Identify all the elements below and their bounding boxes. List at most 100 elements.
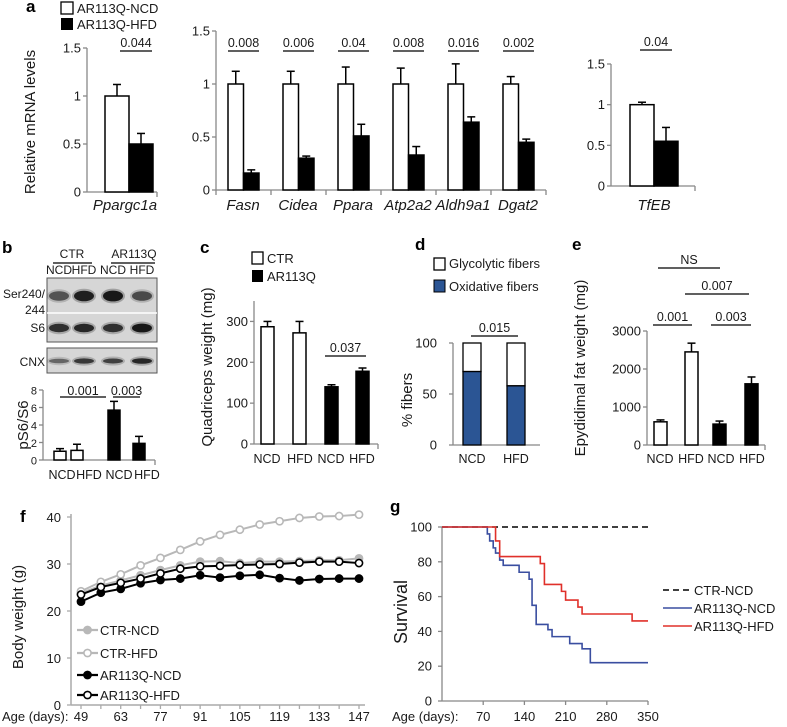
y-tick-label: 100: [410, 520, 432, 535]
point-ar113q-hfd: [156, 569, 165, 578]
y-tick-label: 1: [598, 97, 605, 112]
legend-label: Glycolytic fibers: [449, 256, 541, 271]
bar-series1: [352, 135, 370, 191]
bar-ar113q-hfd: [128, 143, 154, 193]
panel-label-b: b: [2, 238, 12, 257]
x-category-label: Dgat2: [498, 197, 539, 214]
x-axis-title: Age (days):: [392, 709, 458, 724]
point-ar113q-hfd: [136, 574, 145, 583]
x-tick-label: 133: [308, 709, 330, 724]
bar-ar113q: [107, 409, 121, 461]
bar-series0: [447, 83, 465, 191]
p-value-label: 0.003: [111, 384, 142, 398]
blot-band: [103, 358, 123, 364]
point-ctr-hfd: [156, 553, 165, 563]
x-category-label: TfEB: [637, 197, 670, 214]
bar-ar113q: [132, 442, 146, 461]
legend-label: AR113Q-HFD: [77, 17, 157, 32]
point-ar113q-ncd: [354, 574, 364, 583]
blot-row-label: 244: [25, 303, 45, 317]
bar-oxidative-fibers: [506, 385, 526, 446]
x-tick-label: 147: [348, 709, 370, 724]
y-tick-label: 100: [415, 336, 437, 351]
panel-label-c: c: [200, 238, 209, 257]
p-value-label: 0.016: [448, 36, 479, 50]
point-ctr-hfd: [215, 530, 225, 540]
bar-ctr: [292, 332, 307, 445]
bar-glycolytic-fibers: [462, 342, 482, 373]
legend-marker: [83, 648, 92, 658]
point-ar113q-ncd: [175, 574, 185, 583]
point-ar113q-hfd: [354, 558, 364, 568]
point-ar113q-hfd: [334, 557, 344, 567]
point-ctr-hfd: [275, 516, 284, 526]
bar-series0: [282, 83, 300, 191]
x-category-label: Ppara: [333, 197, 373, 214]
blot-group-label: CTR: [60, 247, 85, 261]
y-tick-label: 1: [74, 89, 81, 104]
bar-series1: [462, 121, 480, 191]
survival-curve-ar113q-ncd: [442, 526, 648, 664]
legend-swatch-ar113q: [252, 270, 263, 282]
lane-label: NCD: [46, 263, 72, 277]
survival-curve-ar113q-hfd: [442, 526, 648, 622]
y-tick-label: 3000: [612, 324, 641, 339]
point-ar113q-hfd: [175, 564, 185, 574]
point-ctr-hfd: [314, 512, 324, 521]
bar-glycolytic-fibers: [506, 342, 526, 387]
legend-label: AR113Q: [267, 269, 316, 284]
y-axis-title: Survival: [391, 580, 411, 644]
y-tick-label: 0.5: [63, 137, 81, 152]
x-axis-title: Age (days):: [2, 709, 68, 724]
y-tick-label: 4: [31, 421, 37, 433]
bar-series0: [629, 103, 655, 187]
legend-label: AR113Q-NCD: [100, 668, 181, 683]
p-value-label: 0.044: [120, 36, 151, 50]
point-ar113q-ncd: [235, 571, 245, 581]
x-category-label: NCD: [707, 452, 734, 466]
panel-label-d: d: [415, 235, 425, 254]
bar-series1: [744, 383, 759, 446]
y-tick-label: 50: [423, 387, 437, 402]
legend-marker: [83, 690, 92, 700]
legend-label: AR113Q-HFD: [694, 619, 774, 634]
legend-label: AR113Q-NCD: [694, 601, 775, 616]
x-tick-label: 280: [596, 709, 618, 724]
lane-label: HFD: [72, 263, 97, 277]
blot-band: [74, 358, 94, 364]
lane-label: NCD: [100, 263, 126, 277]
x-category-label: HFD: [134, 468, 160, 482]
point-ar113q-hfd: [116, 578, 126, 588]
p-value-label: 0.001: [657, 310, 688, 324]
x-category-label: HFD: [678, 452, 704, 466]
y-tick-label: 0: [598, 179, 605, 194]
y-tick-label: 0: [634, 438, 641, 453]
y-tick-label: 2: [31, 438, 37, 450]
point-ar113q-ncd: [314, 574, 324, 584]
y-tick-label: 40: [418, 624, 432, 639]
bar-series1: [407, 154, 425, 191]
y-tick-label: 30: [47, 557, 61, 572]
x-category-label: NCD: [458, 452, 485, 466]
y-tick-label: 0: [430, 438, 437, 453]
x-category-label: Fasn: [226, 197, 259, 214]
y-tick-label: 0: [74, 185, 81, 200]
y-tick-label: 0: [203, 183, 210, 198]
point-ar113q-hfd: [275, 559, 284, 569]
bar-series1: [297, 157, 315, 191]
point-ar113q-ncd: [195, 570, 205, 580]
x-category-label: HFD: [287, 452, 313, 466]
y-tick-label: 2000: [612, 362, 641, 377]
y-tick-label: 60: [418, 589, 432, 604]
y-tick-label: 100: [226, 396, 248, 411]
lane-label: HFD: [130, 263, 155, 277]
blot-band: [74, 290, 94, 302]
panel-label-f: f: [20, 507, 26, 526]
point-ar113q-ncd: [295, 576, 304, 585]
y-tick-label: 300: [226, 314, 248, 329]
bar-series0: [502, 83, 520, 191]
x-tick-label: 105: [229, 709, 251, 724]
x-category-label: NCD: [253, 452, 280, 466]
x-tick-label: 350: [637, 709, 659, 724]
